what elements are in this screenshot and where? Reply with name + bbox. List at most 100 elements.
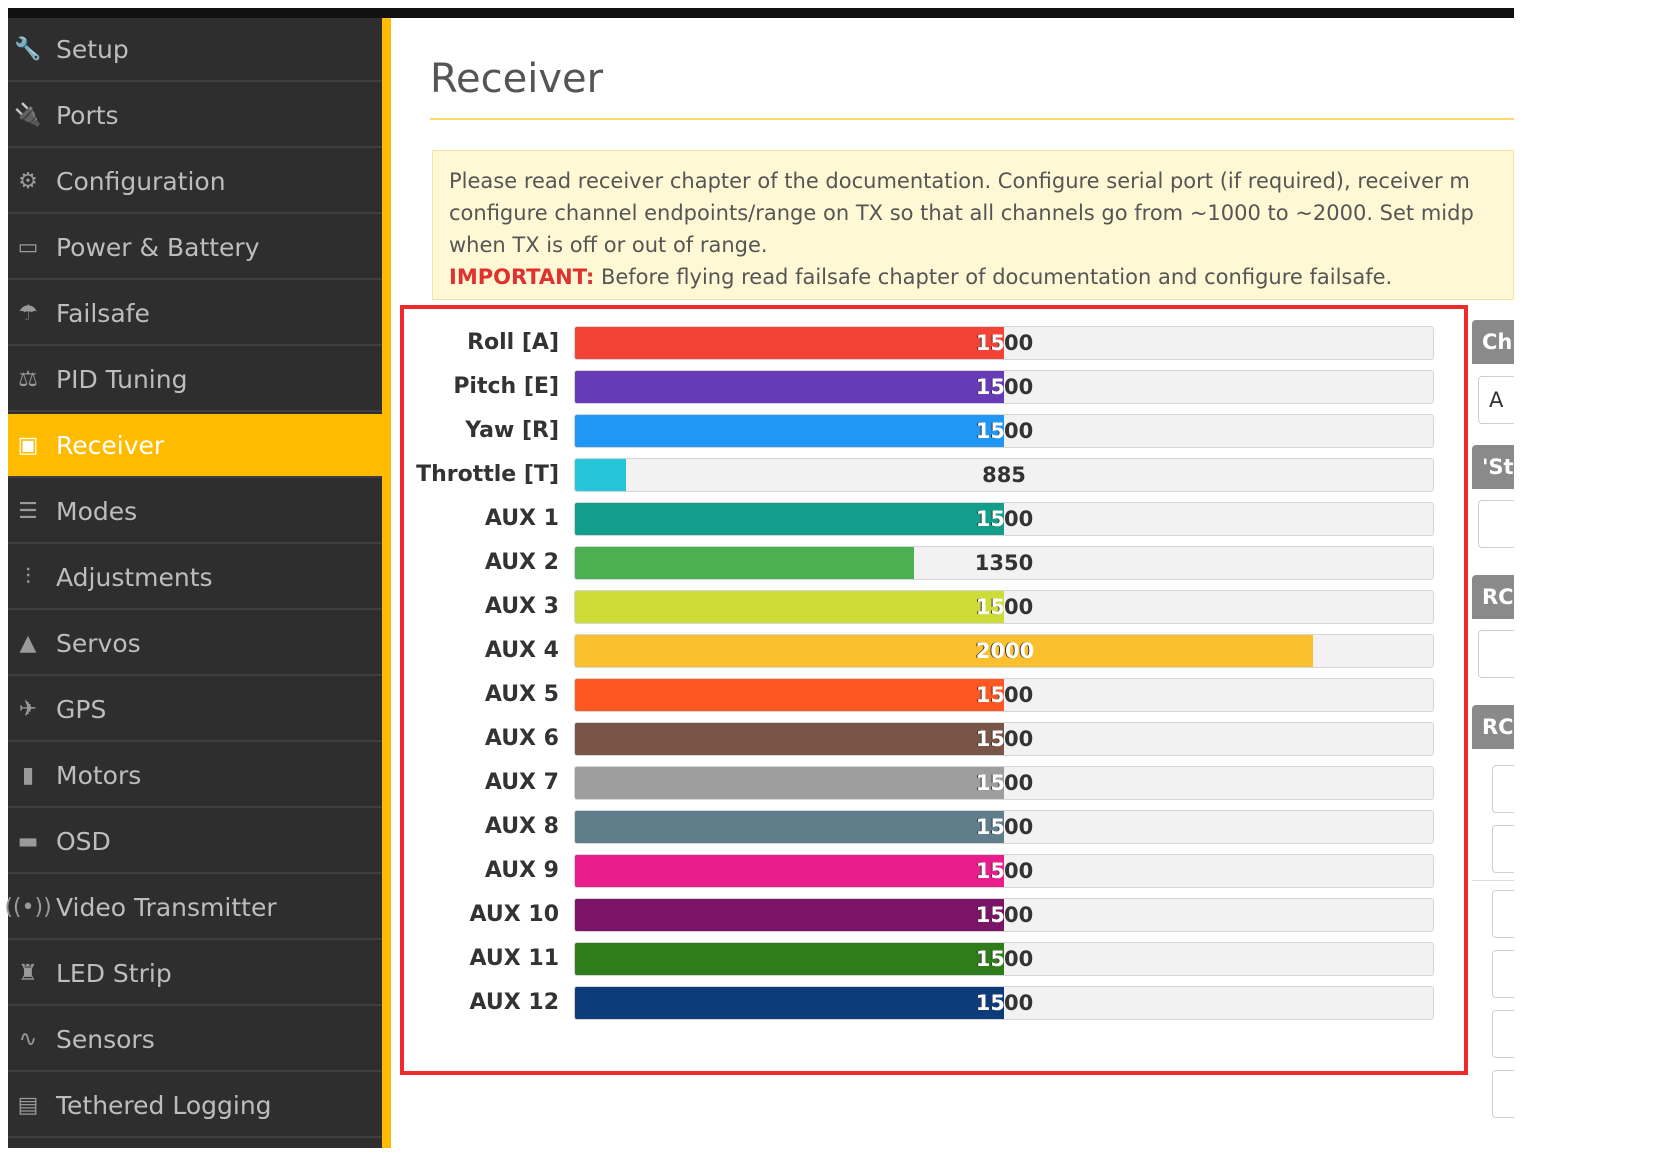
channel-value-light: 1500 [975, 419, 1005, 443]
top-bar [8, 8, 1514, 18]
channel-bar: 15001500 [574, 986, 1434, 1020]
channel-value-light: 1500 [975, 903, 1005, 927]
channel-value-light: 1500 [975, 991, 1005, 1015]
sidebar-item-label: PID Tuning [56, 364, 188, 394]
osd-icon: ▬ [17, 828, 39, 854]
sidebar-item-video-transmitter[interactable]: ((•)) Video Transmitter [4, 876, 382, 940]
channel-label: AUX 4 [484, 638, 559, 663]
sidebar-item-label: Failsafe [56, 298, 150, 328]
channel-value-light: 1500 [975, 683, 1005, 707]
channel-map-input[interactable]: A [1478, 376, 1514, 424]
channel-value: 1500 [974, 331, 1034, 355]
sidebar-item-label: Video Transmitter [56, 892, 277, 922]
sidebar-item-label: LED Strip [56, 958, 172, 988]
channel-value: 1500 [974, 991, 1034, 1015]
sidebar-item-gps[interactable]: ✈ GPS [8, 678, 382, 742]
sidebar-item-power-battery[interactable]: ▭ Power & Battery [8, 216, 382, 280]
channel-value: 1500 [974, 727, 1034, 751]
sidebar-item-label: Receiver [56, 430, 165, 460]
channel-bars-panel: Roll [A]15001500Pitch [E]15001500Yaw [R]… [400, 305, 1468, 1075]
sidebar-item-ports[interactable]: 🔌 Ports [8, 84, 382, 148]
channel-value-light: 1500 [975, 859, 1005, 883]
channel-value-light: 1500 [975, 727, 1005, 751]
documentation-notice: Please read receiver chapter of the docu… [432, 150, 1514, 300]
channel-value-overlay: 1500 [575, 767, 1005, 799]
channel-bar: 15001500 [574, 326, 1434, 360]
parachute-icon: ☂ [18, 300, 38, 326]
channel-value-overlay: 1500 [575, 503, 1005, 535]
sidebar-item-modes[interactable]: ☰ Modes [8, 480, 382, 544]
sidebar-item-receiver[interactable]: ▣ Receiver [8, 414, 382, 478]
sidebar-item-motors[interactable]: ▮ Motors [8, 744, 382, 808]
channel-value-light: 2000 [975, 639, 1035, 663]
sidebar-item-pid-tuning[interactable]: ⚖ PID Tuning [8, 348, 382, 412]
sidebar-item-failsafe[interactable]: ☂ Failsafe [8, 282, 382, 346]
rc-setting-input[interactable] [1492, 765, 1514, 813]
channel-bar: 15001500 [574, 590, 1434, 624]
channel-bar-fill [575, 371, 1004, 403]
channel-row: AUX 11 15001500 [404, 937, 1464, 981]
channel-row: AUX 4 2000 2000 [404, 629, 1464, 673]
important-text: Before flying read failsafe chapter of d… [594, 265, 1393, 289]
notice-line: when TX is off or out of range. [449, 233, 768, 257]
sidebar-item-label: Servos [56, 628, 141, 658]
rc-setting-input[interactable] [1492, 825, 1514, 873]
rc-setting-input[interactable] [1492, 890, 1514, 938]
rc-smoothing-input[interactable] [1478, 630, 1514, 678]
channel-bar-fill [575, 547, 914, 579]
channel-label: Pitch [E] [453, 374, 559, 399]
channel-bar: 15001500 [574, 942, 1434, 976]
rc-setting-input[interactable] [1492, 950, 1514, 998]
channel-value: 1500 [974, 419, 1034, 443]
channel-bar: 15001500 [574, 766, 1434, 800]
sidebar-item-led-strip[interactable]: ♜ LED Strip [8, 942, 382, 1006]
channel-map-header: Ch [1472, 320, 1514, 364]
channel-value-light: 885 [575, 459, 627, 491]
sidebar-item-servos[interactable]: ▲ Servos [8, 612, 382, 676]
channel-value: 885 [982, 463, 1026, 487]
channel-row: Pitch [E] 15001500 [404, 365, 1464, 409]
sidebar-item-adjustments[interactable]: ⫶ Adjustments [8, 546, 382, 610]
channel-value: 1500 [974, 947, 1034, 971]
sidebar-item-label: Adjustments [56, 562, 213, 592]
sidebar-item-sensors[interactable]: ∿ Sensors [8, 1008, 382, 1072]
channel-value: 1500 [974, 507, 1034, 531]
channel-bar-fill [575, 459, 627, 491]
page-title: Receiver [430, 56, 604, 102]
sidebar-item-label: Ports [56, 100, 119, 130]
rc-setting-input[interactable] [1492, 1070, 1514, 1118]
channel-value: 1500 [974, 815, 1034, 839]
channel-value-overlay: 1500 [575, 987, 1005, 1019]
channel-bar-fill [575, 723, 1004, 755]
sidebar-item-configuration[interactable]: ⚙ Configuration [8, 150, 382, 214]
stick-input[interactable] [1478, 500, 1514, 548]
channel-value: 1350 [974, 551, 1034, 575]
channel-value: 1500 [974, 595, 1034, 619]
channel-value-overlay: 1500 [575, 415, 1005, 447]
channel-bar-fill [575, 327, 1004, 359]
sidebar-item-label: Setup [56, 34, 129, 64]
channel-value-overlay: 2000 [575, 635, 1315, 667]
channel-value-light: 1500 [975, 815, 1005, 839]
sidebar-item-tethered-logging[interactable]: ▤ Tethered Logging [8, 1074, 382, 1138]
channel-value-overlay: 1500 [575, 811, 1005, 843]
rc-setting-input[interactable] [1492, 1010, 1514, 1058]
channel-value-overlay: 1500 [575, 679, 1005, 711]
sidebar-item-osd[interactable]: ▬ OSD [8, 810, 382, 874]
channel-bar: 15001500 [574, 722, 1434, 756]
notice-line: Please read receiver chapter of the docu… [449, 169, 1470, 193]
channel-label: AUX 7 [484, 770, 559, 795]
channel-label: AUX 12 [469, 990, 559, 1015]
led-icon: ♜ [18, 960, 38, 986]
channel-row: AUX 1 15001500 [404, 497, 1464, 541]
sidebar-item-setup[interactable]: 🔧 Setup [8, 18, 382, 82]
channel-value-overlay: 1350 [575, 547, 915, 579]
channel-value: 1500 [974, 771, 1034, 795]
channel-label: AUX 8 [484, 814, 559, 839]
channel-bar: 15001500 [574, 370, 1434, 404]
sidebar-item-label: Sensors [56, 1024, 155, 1054]
channel-value-overlay: 1500 [575, 371, 1005, 403]
channel-bar-fill [575, 987, 1004, 1019]
stick-header: 'St [1472, 445, 1514, 489]
channel-label: AUX 6 [484, 726, 559, 751]
